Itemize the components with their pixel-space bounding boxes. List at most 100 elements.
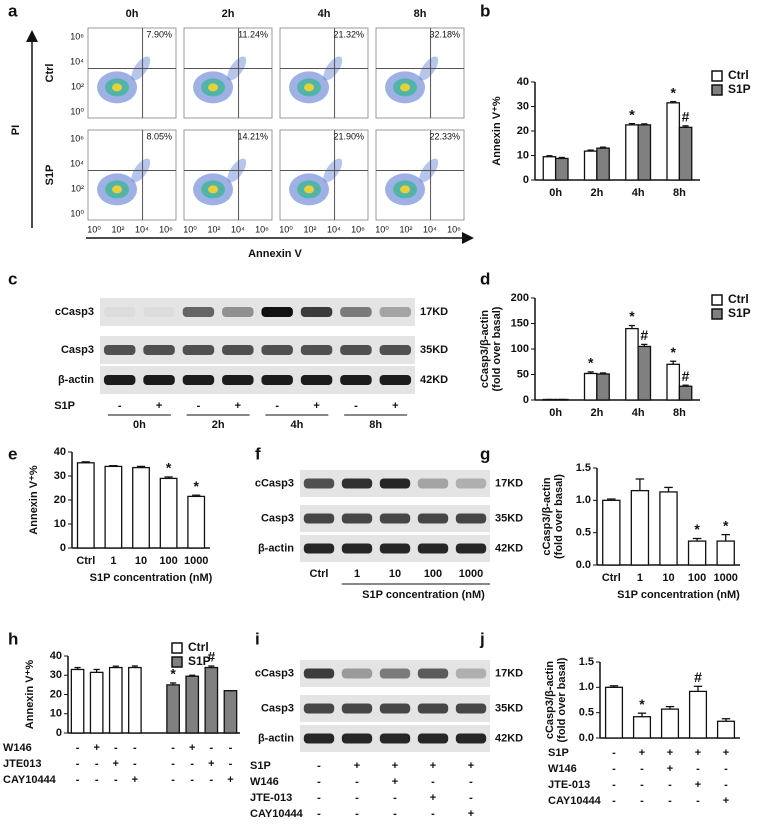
blot-band <box>379 478 411 489</box>
blot-size-label: 42KD <box>420 374 448 386</box>
x-tick-label: 4h <box>632 407 645 419</box>
cell-cloud <box>304 185 315 194</box>
treatment-mark: - <box>393 792 397 804</box>
treatment-mark: + <box>227 774 233 786</box>
quadrant-percent: 22.33% <box>429 131 460 141</box>
treatment-mark: - <box>469 776 473 788</box>
quadrant-percent: 21.32% <box>333 29 364 39</box>
panel-label: d <box>480 269 490 288</box>
treatment-mark: + <box>208 758 214 770</box>
treatment-mark: + <box>392 760 398 772</box>
treatment-mark: - <box>114 742 118 754</box>
treatment-mark: - <box>171 774 175 786</box>
treatment-mark: - <box>76 758 80 770</box>
legend-label: Ctrl <box>728 68 749 82</box>
y-tick-label: 0 <box>523 394 529 406</box>
y-tick-label: 0.0 <box>579 732 594 744</box>
y-tick-label: 30 <box>54 470 66 482</box>
blot-band <box>300 375 333 385</box>
x-tick-label: 10⁰ <box>375 224 389 234</box>
treatment-mark: + <box>468 808 474 820</box>
group-label: 8h <box>369 419 382 431</box>
blot-size-label: 35KD <box>495 702 523 714</box>
column-label: 2h <box>222 8 235 20</box>
bar <box>128 666 142 734</box>
group-label: 0h <box>133 419 146 431</box>
blot-band <box>103 345 136 355</box>
blot-band <box>300 345 333 355</box>
blot-band <box>417 513 449 524</box>
treatment-mark: - <box>612 779 616 791</box>
y-tick-label: 40 <box>517 76 529 88</box>
treatment-label: JTE013 <box>3 758 42 770</box>
blot-band <box>379 345 412 355</box>
x-tick-label: 10⁰ <box>279 224 293 234</box>
treatment-mark: - <box>95 758 99 770</box>
blot-band <box>417 733 449 744</box>
y-tick-label: 10 <box>50 708 62 720</box>
legend-swatch <box>171 656 183 668</box>
treatment-mark: - <box>696 795 700 807</box>
y-axis-label: (fold over basal) <box>491 306 503 391</box>
treatment-mark: - <box>431 776 435 788</box>
column-label: 8h <box>414 8 427 20</box>
bar <box>688 690 708 739</box>
y-tick-label: 10 <box>517 149 529 161</box>
x-tick-label: 1 <box>110 555 116 567</box>
lane-row-label: S1P <box>54 400 75 412</box>
bar <box>716 720 736 739</box>
treatment-mark: - <box>76 774 80 786</box>
treatment-mark: + <box>667 747 673 759</box>
x-tick-label: 8h <box>673 407 686 419</box>
x-tick-label: 10⁴ <box>135 224 149 234</box>
treatment-mark: + <box>667 763 673 775</box>
significance-marker: * <box>723 517 729 533</box>
blot-band <box>379 733 411 744</box>
panel-label: f <box>255 444 261 463</box>
y-tick-label: 0 <box>60 542 66 554</box>
blot-band <box>455 478 487 489</box>
blot-band <box>417 668 449 679</box>
lane-label: Ctrl <box>310 568 329 580</box>
x-tick-label: 100 <box>159 555 177 567</box>
blot-size-label: 42KD <box>495 732 523 744</box>
y-tick-label: 10² <box>71 81 84 91</box>
quadrant-percent: 14.21% <box>237 131 268 141</box>
treatment-mark: - <box>612 747 616 759</box>
treatment-mark: + <box>695 779 701 791</box>
treatment-mark: - <box>724 763 728 775</box>
cell-cloud <box>112 83 123 92</box>
blot-band <box>341 478 373 489</box>
y-axis-label: PI <box>10 125 22 135</box>
significance-marker: * <box>170 666 176 682</box>
cell-cloud <box>400 185 411 194</box>
treatment-mark: - <box>229 758 233 770</box>
y-axis-label: cCasp3/β-actin <box>541 477 553 556</box>
blot-band <box>341 703 373 714</box>
lane-label: 100 <box>424 568 442 580</box>
x-tick-label: 2h <box>590 407 603 419</box>
x-tick-label: 10⁴ <box>327 224 341 234</box>
x-tick-label: 10 <box>135 555 147 567</box>
blot-band <box>379 307 412 317</box>
treatment-mark: - <box>355 792 359 804</box>
treatment-mark: - <box>668 779 672 791</box>
significance-marker: # <box>682 368 690 384</box>
blot-band <box>455 543 487 554</box>
y-tick-label: 1.0 <box>579 681 594 693</box>
quadrant-percent: 21.90% <box>333 131 364 141</box>
x-tick-label: 10⁴ <box>231 224 245 234</box>
bar <box>625 124 639 181</box>
bar <box>223 690 238 734</box>
panel-label: i <box>255 629 260 648</box>
treatment-mark: - <box>171 758 175 770</box>
blot-band <box>303 543 335 554</box>
treatment-mark: - <box>229 742 233 754</box>
treatment-mark: - <box>431 808 435 820</box>
blot-band <box>340 307 372 317</box>
y-tick-label: 30 <box>517 100 529 112</box>
blot-band <box>261 345 293 355</box>
lane-label: 10 <box>389 568 401 580</box>
x-tick-label: 0h <box>549 407 562 419</box>
